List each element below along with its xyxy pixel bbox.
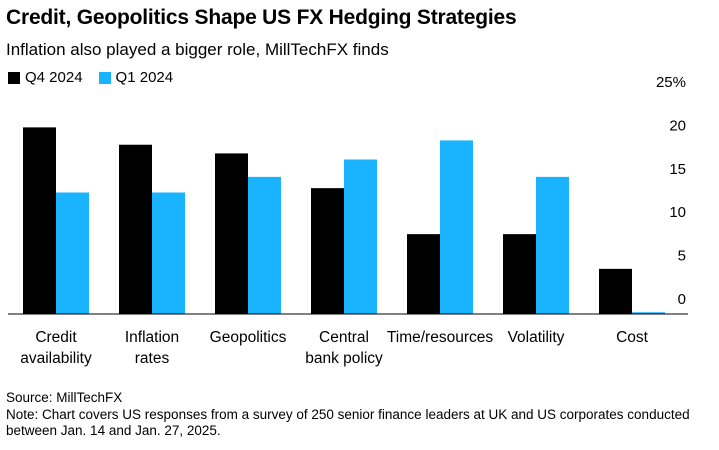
x-tick-label-6-0: Cost	[616, 329, 649, 346]
legend: Q4 2024 Q1 2024	[8, 69, 189, 86]
bar-q1-2024-2	[248, 176, 281, 314]
x-tick-label-0-1: availability	[20, 350, 92, 367]
bar-q4-2024-5	[503, 234, 536, 314]
bar-q1-2024-6	[632, 312, 665, 314]
bar-q4-2024-0	[23, 127, 56, 314]
y-tick-label-15: 15	[669, 161, 686, 178]
x-tick-label-3-1: bank policy	[305, 350, 383, 367]
chart-footer: Source: MillTechFX Note: Chart covers US…	[6, 390, 712, 440]
bar-q1-2024-0	[56, 192, 89, 314]
x-tick-label-5-0: Volatility	[508, 329, 565, 346]
x-tick-label-0-0: Credit	[35, 329, 77, 346]
x-tick-label-4-0: Time/resources	[387, 329, 493, 346]
bar-q4-2024-2	[215, 153, 248, 314]
bar-q4-2024-3	[311, 188, 344, 314]
legend-label-q4-2024: Q4 2024	[25, 69, 83, 86]
y-tick-label-10: 10	[669, 204, 686, 221]
bar-q4-2024-4	[407, 234, 440, 314]
y-tick-label-5: 5	[678, 248, 686, 265]
y-tick-label-25: 25%	[656, 74, 686, 91]
source-note: Source: MillTechFX	[6, 390, 123, 405]
bar-q1-2024-1	[152, 192, 185, 314]
chart-subtitle: Inflation also played a bigger role, Mil…	[6, 40, 389, 59]
y-tick-label-20: 20	[669, 117, 686, 134]
y-tick-label-0: 0	[678, 291, 686, 308]
bar-q1-2024-3	[344, 159, 377, 314]
chart-title: Credit, Geopolitics Shape US FX Hedging …	[6, 6, 517, 29]
legend-label-q1-2024: Q1 2024	[115, 69, 174, 86]
survey-note: Note: Chart covers US responses from a s…	[6, 406, 690, 439]
x-tick-label-1-0: Inflation	[125, 329, 179, 346]
legend-item-q1-2024: Q1 2024	[98, 69, 174, 86]
bar-q4-2024-6	[599, 268, 632, 314]
x-tick-label-1-1: rates	[135, 350, 170, 367]
bar-q1-2024-4	[440, 140, 473, 314]
x-tick-label-2-0: Geopolitics	[210, 329, 287, 346]
x-tick-label-3-0: Central	[319, 329, 369, 346]
bar-q4-2024-1	[119, 144, 152, 314]
legend-swatch-q1-2024	[98, 71, 111, 84]
legend-item-q4-2024: Q4 2024	[8, 69, 83, 86]
legend-swatch-q4-2024	[8, 71, 20, 84]
bar-q1-2024-5	[536, 176, 569, 314]
